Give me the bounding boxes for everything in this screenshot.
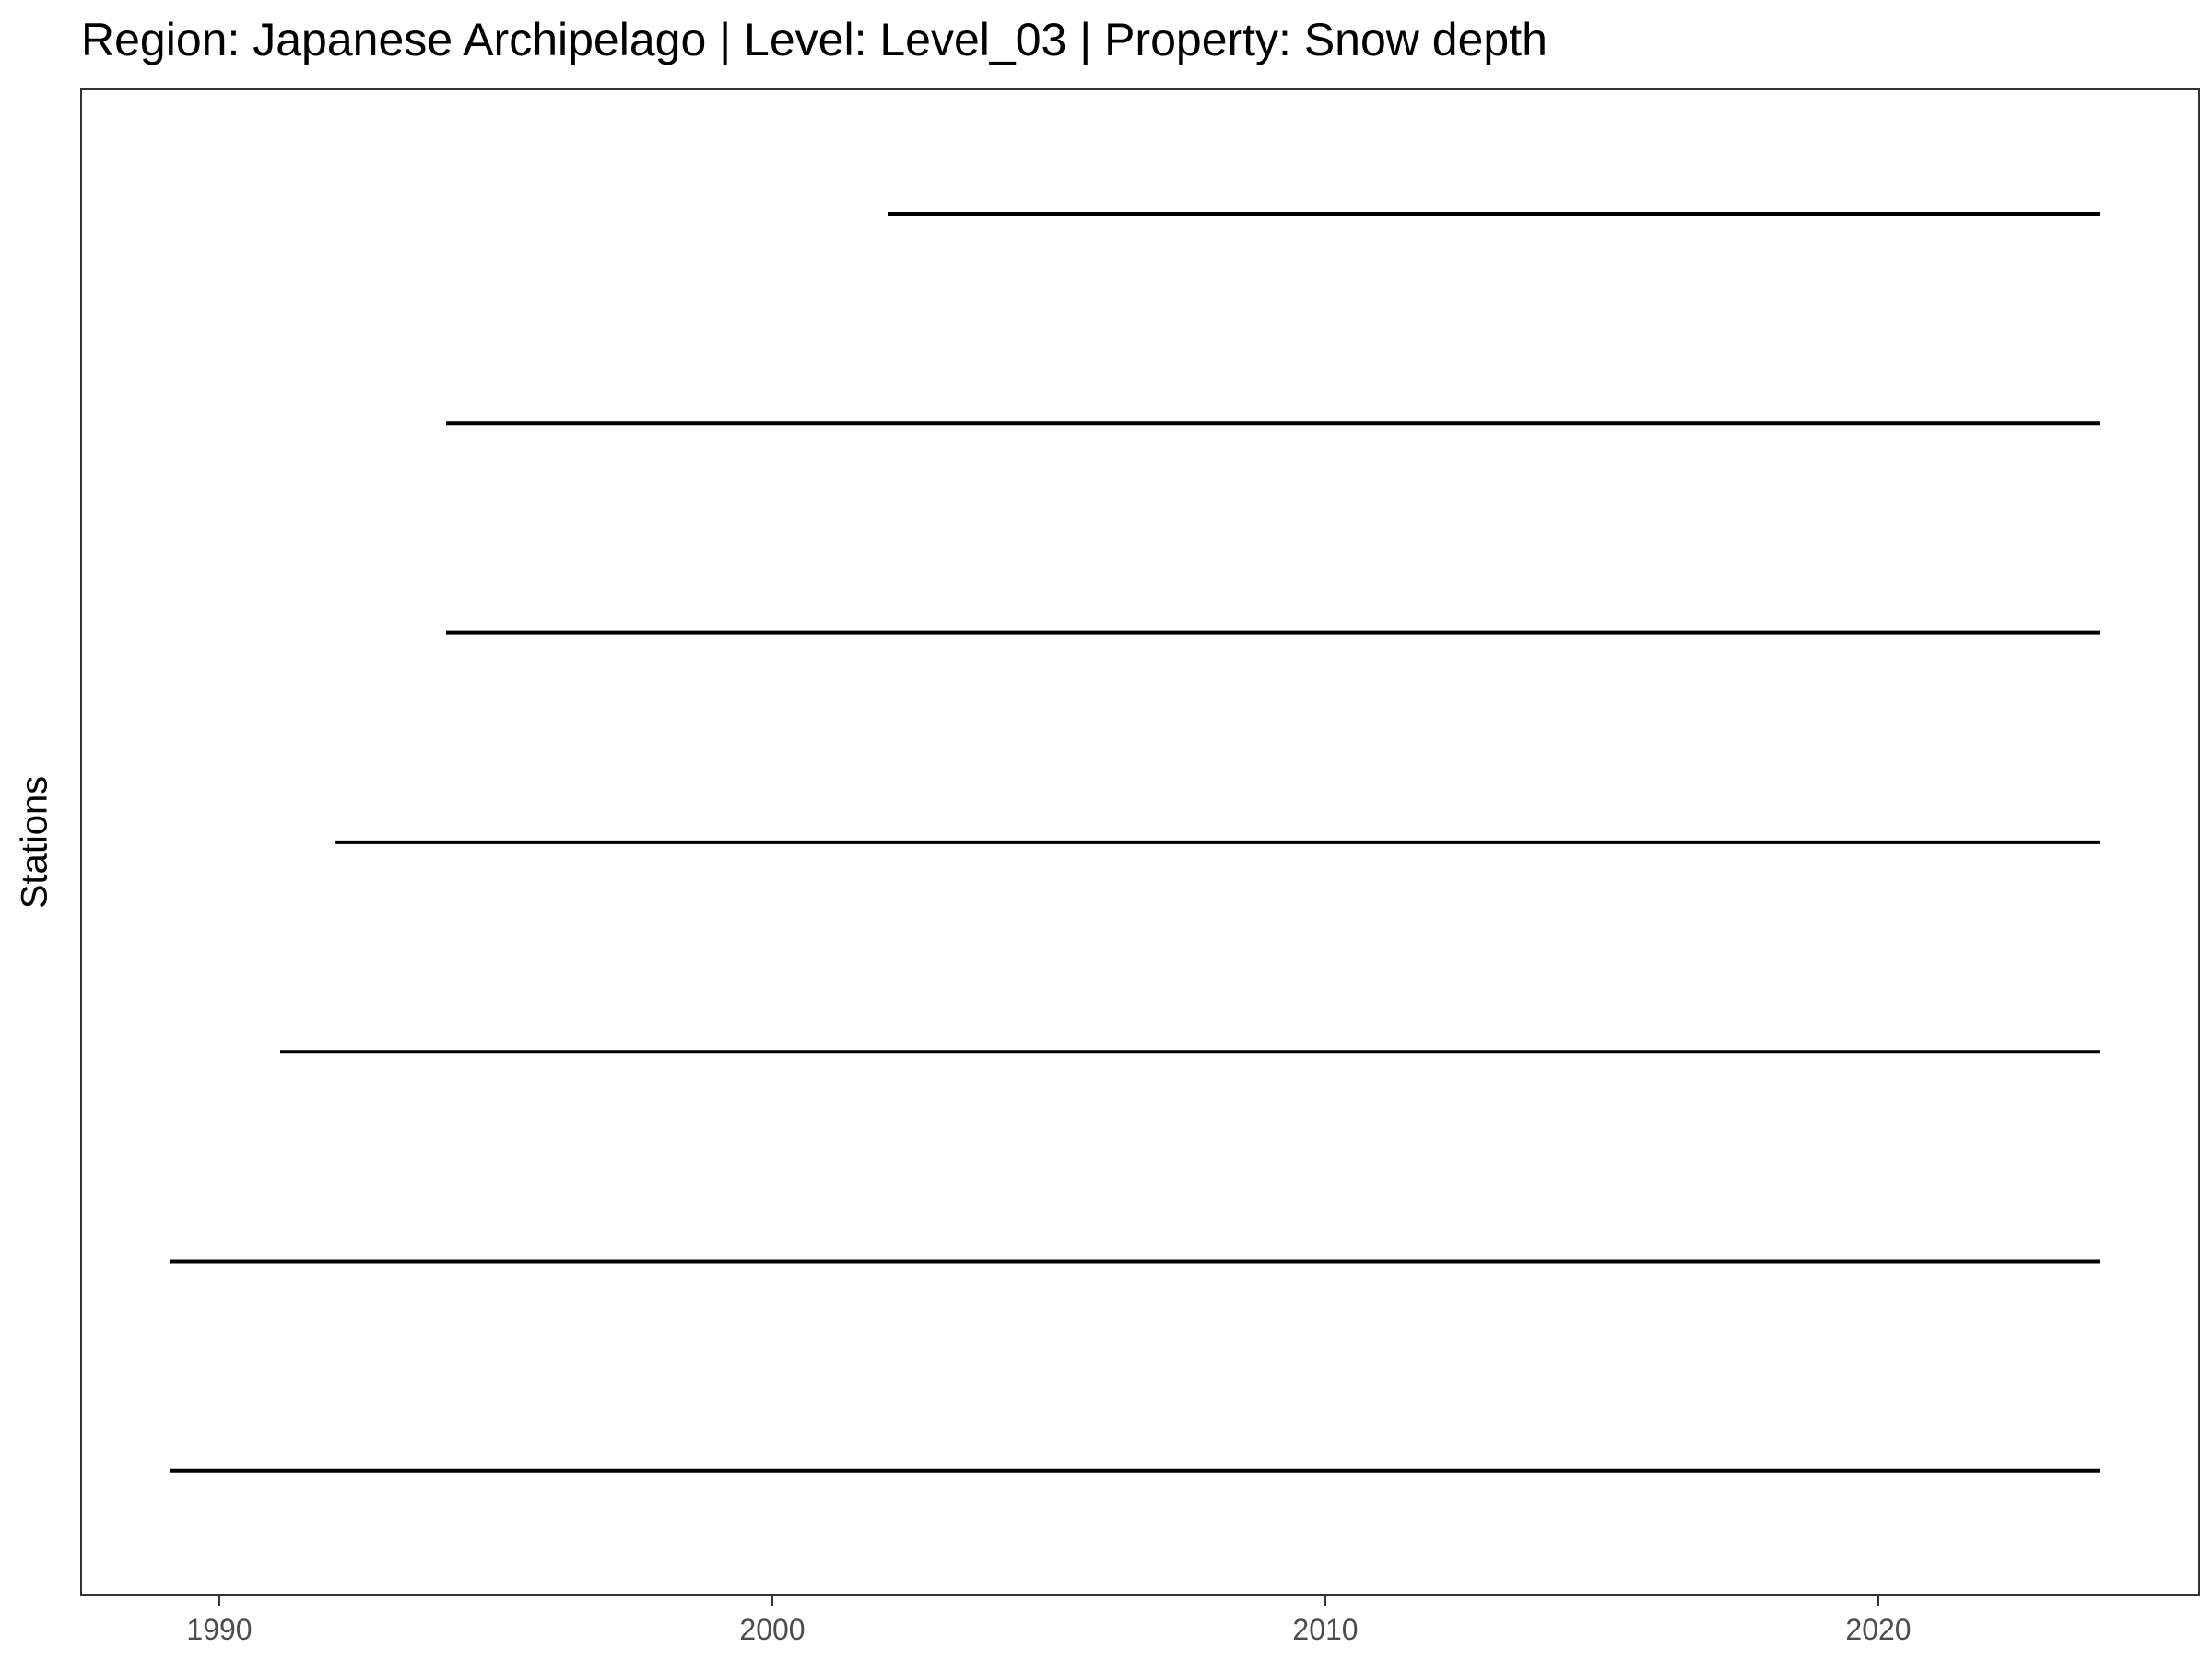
y-axis-label: Stations [15, 776, 55, 910]
x-tick-label: 2000 [739, 1613, 805, 1646]
x-tick-label: 2020 [1845, 1613, 1911, 1646]
x-tick-label: 2010 [1292, 1613, 1358, 1646]
x-tick-label: 1990 [186, 1613, 252, 1646]
plot-panel [80, 88, 2200, 1596]
station-segments [170, 212, 2100, 1473]
x-axis: 1990 2000 2010 2020 [186, 1595, 1912, 1646]
chart-title: Region: Japanese Archipelago | Level: Le… [81, 14, 1547, 65]
